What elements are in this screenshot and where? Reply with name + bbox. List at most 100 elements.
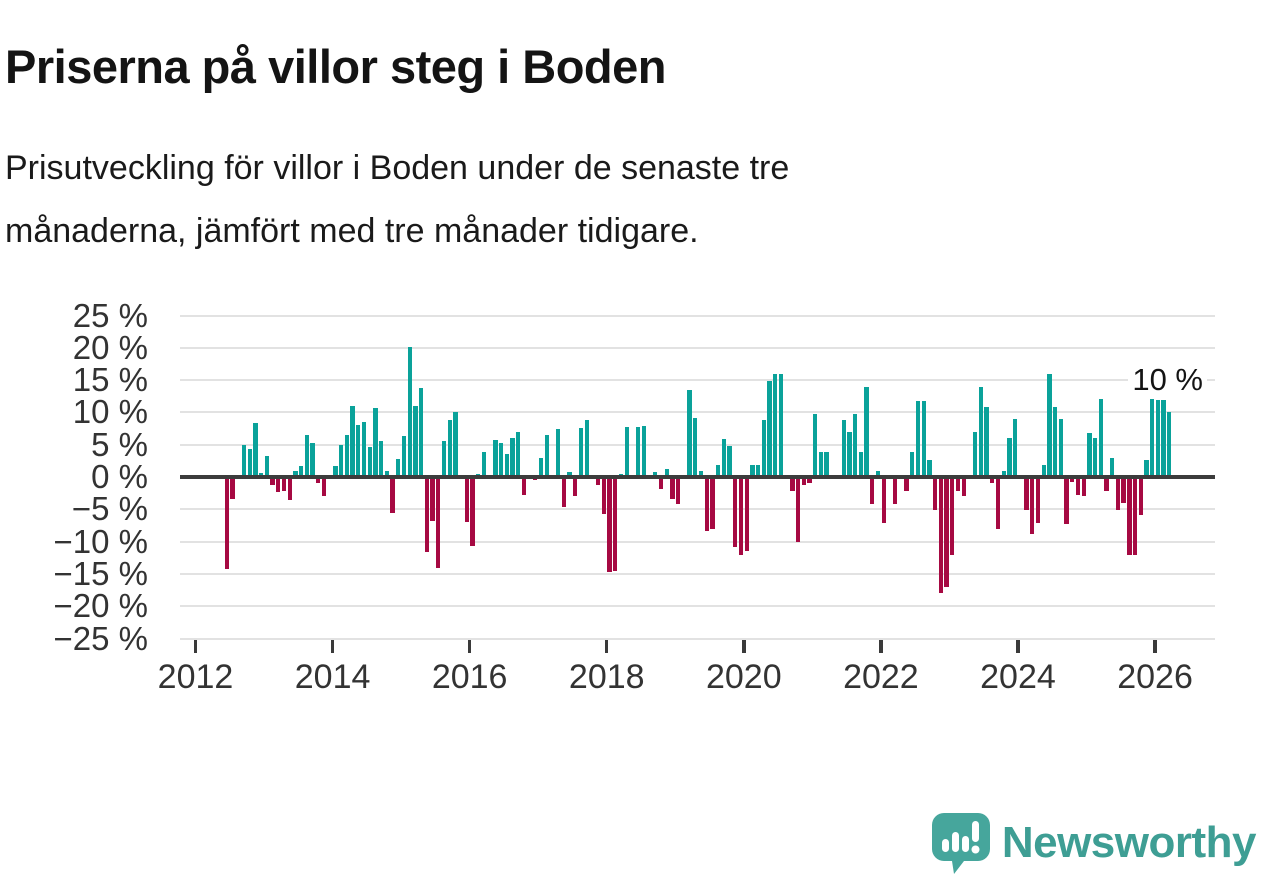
bar-negative [1127, 477, 1132, 556]
x-axis-tick-label: 2026 [1117, 658, 1193, 696]
bar-negative [1132, 477, 1138, 555]
bar-positive [253, 422, 258, 477]
bar-positive [727, 445, 732, 477]
bar-positive [538, 457, 544, 477]
bar-positive [1155, 400, 1161, 477]
bar-negative [230, 477, 235, 499]
gridline [180, 637, 1215, 640]
latest-value-annotation: 10 % [1128, 362, 1207, 398]
bar-positive [864, 387, 869, 477]
bar-positive [641, 425, 646, 477]
bar-positive [910, 451, 915, 477]
bar-negative [613, 477, 618, 572]
bar-positive [875, 471, 881, 477]
x-axis-tick [1153, 640, 1157, 653]
bar-positive [773, 373, 778, 477]
bar-negative [744, 477, 749, 551]
bar-positive [813, 414, 818, 477]
bar-negative [961, 477, 966, 496]
bar-positive [578, 427, 584, 477]
bar-positive [293, 470, 298, 477]
bar-negative [270, 477, 275, 485]
bar-positive [350, 405, 355, 477]
y-axis-tick-label: −15 % [53, 554, 149, 592]
bar-negative [675, 477, 681, 505]
y-axis-tick-label: 0 % [91, 458, 148, 495]
bar-negative [1030, 477, 1035, 534]
bar-negative [287, 477, 292, 501]
bar-positive [407, 347, 412, 477]
gridline [180, 605, 1215, 608]
x-axis-tick [1016, 640, 1020, 653]
bar-negative [790, 477, 795, 492]
bar-negative [316, 477, 321, 483]
bar-positive [516, 431, 521, 477]
bar-positive [972, 432, 978, 477]
bar-negative [1075, 477, 1081, 496]
bar-negative [893, 477, 898, 505]
bar-positive [447, 419, 452, 477]
bar-negative [807, 477, 812, 483]
bar-positive [504, 454, 509, 477]
brand-name: Newsworthy [1001, 818, 1257, 867]
x-axis-tick-label: 2020 [705, 658, 782, 696]
bar-positive [367, 446, 372, 477]
bar-positive [396, 458, 401, 477]
bar-positive [721, 438, 726, 477]
bar-positive [767, 381, 772, 477]
gridline [180, 379, 1215, 382]
bar-positive [927, 459, 932, 477]
bar-negative [938, 477, 944, 593]
bar-positive [493, 439, 498, 477]
bar-negative [561, 477, 567, 508]
page-title: Priserna på villor steg i Boden [5, 40, 666, 94]
bar-positive [361, 422, 367, 477]
bar-negative [1115, 477, 1121, 510]
bar-positive [1098, 399, 1103, 477]
bar-positive [818, 451, 824, 477]
gridline [180, 572, 1215, 575]
bar-positive [755, 465, 761, 477]
bar-positive [1167, 412, 1172, 477]
bar-positive [378, 441, 384, 477]
bar-negative [281, 477, 287, 492]
bar-positive [1092, 438, 1098, 477]
x-axis-tick [468, 640, 472, 653]
bar-positive [373, 407, 378, 477]
bar-positive [356, 424, 361, 477]
bar-positive [1058, 418, 1063, 477]
bar-negative [430, 477, 435, 521]
x-axis-tick [193, 640, 198, 653]
bar-negative [795, 477, 801, 543]
x-axis-tick-label: 2022 [843, 658, 919, 696]
gridline [180, 346, 1215, 349]
bar-positive [453, 412, 458, 477]
bar-positive [1047, 373, 1052, 477]
y-axis-tick-label: −20 % [53, 587, 149, 625]
bar-positive [338, 445, 344, 477]
chart-subtitle: Prisutveckling för villor i Boden under … [5, 137, 1225, 263]
x-axis-tick [879, 640, 883, 653]
bar-negative [950, 477, 955, 555]
bar-negative [658, 477, 664, 490]
bar-positive [978, 387, 983, 477]
bar-positive [778, 374, 784, 477]
bar-positive [858, 451, 864, 477]
bar-negative [1035, 477, 1041, 523]
bar-negative [881, 477, 886, 523]
bar-positive [698, 471, 704, 477]
bar-negative [990, 477, 995, 483]
bar-negative [933, 477, 938, 510]
x-axis-tick-label: 2018 [568, 658, 645, 696]
y-axis-tick-label: −10 % [53, 522, 149, 560]
bar-positive [1161, 400, 1166, 477]
bar-negative [424, 477, 429, 552]
bar-positive [1012, 418, 1018, 477]
y-axis-tick-label: 25 % [72, 296, 148, 334]
bar-positive [1052, 406, 1058, 477]
y-axis-tick-label: 15 % [72, 361, 148, 399]
bar-positive [333, 466, 338, 477]
bar-positive [664, 469, 669, 477]
gridline [180, 411, 1215, 414]
gridline [180, 540, 1215, 543]
